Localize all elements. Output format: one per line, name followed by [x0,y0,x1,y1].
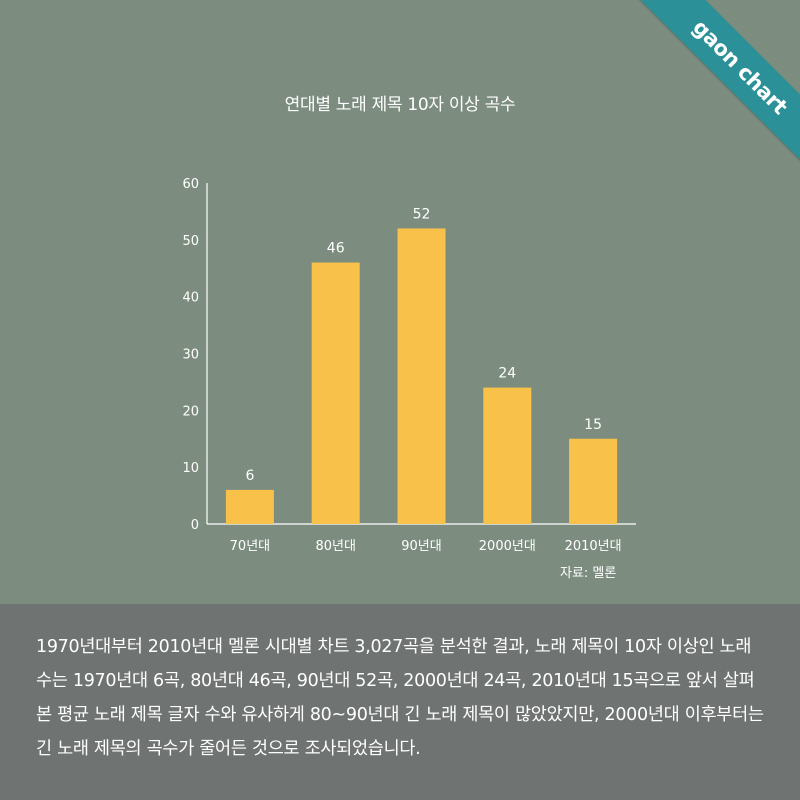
chart-source: 자료: 멜론 [560,566,617,581]
y-tick-label: 50 [182,234,199,249]
bar-value-label: 6 [245,468,254,484]
chart-title: 연대별 노래 제목 10자 이상 곡수 [284,95,516,115]
description-panel: 1970년대부터 2010년대 멜론 시대별 차트 3,027곡을 분석한 결과… [0,604,800,800]
bar [569,438,618,524]
bar-value-label: 52 [413,206,431,222]
x-tick-label: 80년대 [315,539,355,554]
x-tick-label: 2000년대 [479,539,536,554]
y-tick-label: 20 [182,404,199,419]
x-tick-label: 90년대 [401,539,441,554]
y-tick-label: 40 [182,291,199,306]
x-tick-label: 2010년대 [565,539,622,554]
bar [397,228,446,524]
y-tick-label: 10 [182,461,199,476]
bar-value-label: 15 [584,417,602,433]
bar [483,387,532,524]
x-tick-label: 70년대 [230,539,270,554]
y-tick-label: 30 [182,348,199,363]
bar-value-label: 24 [498,366,516,382]
bar-chart: 0 10 20 30 40 50 60 6 70년대 46 80년대 52 90년대 24 2000년대 15… [182,177,636,554]
bar [225,489,274,524]
chart-panel: gaon chart 연대별 노래 제목 10자 이상 곡수 0 10 20 30 40… [182,0,800,581]
description-text: 1970년대부터 2010년대 멜론 시대별 차트 3,027곡을 분석한 결과… [36,637,764,759]
bar [311,262,360,524]
y-tick-label: 60 [182,177,199,192]
bar-value-label: 46 [327,241,345,257]
y-tick-label: 0 [191,518,199,533]
